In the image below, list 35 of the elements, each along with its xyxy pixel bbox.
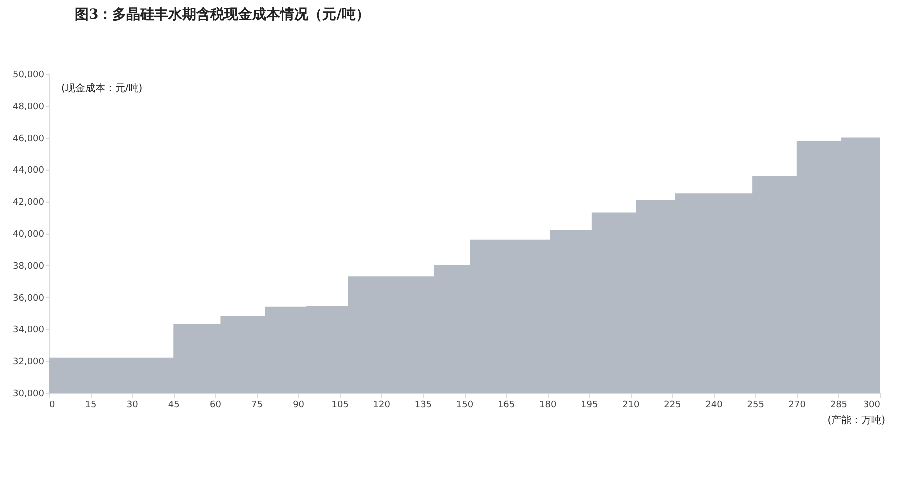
x-tick-label: 135 xyxy=(414,400,432,410)
y-tick-label: 44,000 xyxy=(13,166,45,176)
x-tick-label: 255 xyxy=(747,400,764,410)
x-tick-label: 105 xyxy=(332,400,349,410)
y-tick-label: 30,000 xyxy=(13,390,45,400)
y-tick-label: 32,000 xyxy=(13,358,45,368)
x-axis-title: (产能：万吨) xyxy=(828,414,886,426)
chart-title: 图3：多晶硅丰水期含税现金成本情况（元/吨） xyxy=(75,6,370,24)
y-tick-label: 36,000 xyxy=(13,294,45,304)
x-tick-label: 225 xyxy=(664,400,682,410)
x-tick-label: 90 xyxy=(293,400,305,410)
x-tick-label: 15 xyxy=(85,400,97,410)
x-tick-label: 300 xyxy=(863,400,881,410)
x-tick-label: 285 xyxy=(830,400,848,410)
y-tick-label: 38,000 xyxy=(13,262,45,272)
x-tick-label: 45 xyxy=(168,400,180,410)
x-tick-label: 0 xyxy=(50,400,56,410)
x-tick-label: 270 xyxy=(788,400,806,410)
x-tick-label: 30 xyxy=(126,400,139,410)
y-tick-label: 40,000 xyxy=(13,230,45,240)
y-tick-label: 34,000 xyxy=(13,326,45,336)
x-tick-label: 150 xyxy=(456,400,474,410)
y-tick-label: 46,000 xyxy=(13,134,45,144)
y-tick-label: 48,000 xyxy=(13,102,45,112)
x-tick-label: 75 xyxy=(252,400,263,410)
y-tick-label: 50,000 xyxy=(13,70,45,80)
x-tick-label: 180 xyxy=(540,400,557,410)
x-tick-label: 60 xyxy=(210,400,222,410)
x-tick-label: 195 xyxy=(581,400,598,410)
x-tick-label: 210 xyxy=(622,400,640,410)
x-tick-label: 120 xyxy=(373,400,391,410)
y-axis-title: (现金成本：元/吨) xyxy=(62,82,143,94)
x-tick-label: 165 xyxy=(498,400,516,410)
y-tick-label: 42,000 xyxy=(13,198,45,208)
x-tick-label: 240 xyxy=(706,400,724,410)
